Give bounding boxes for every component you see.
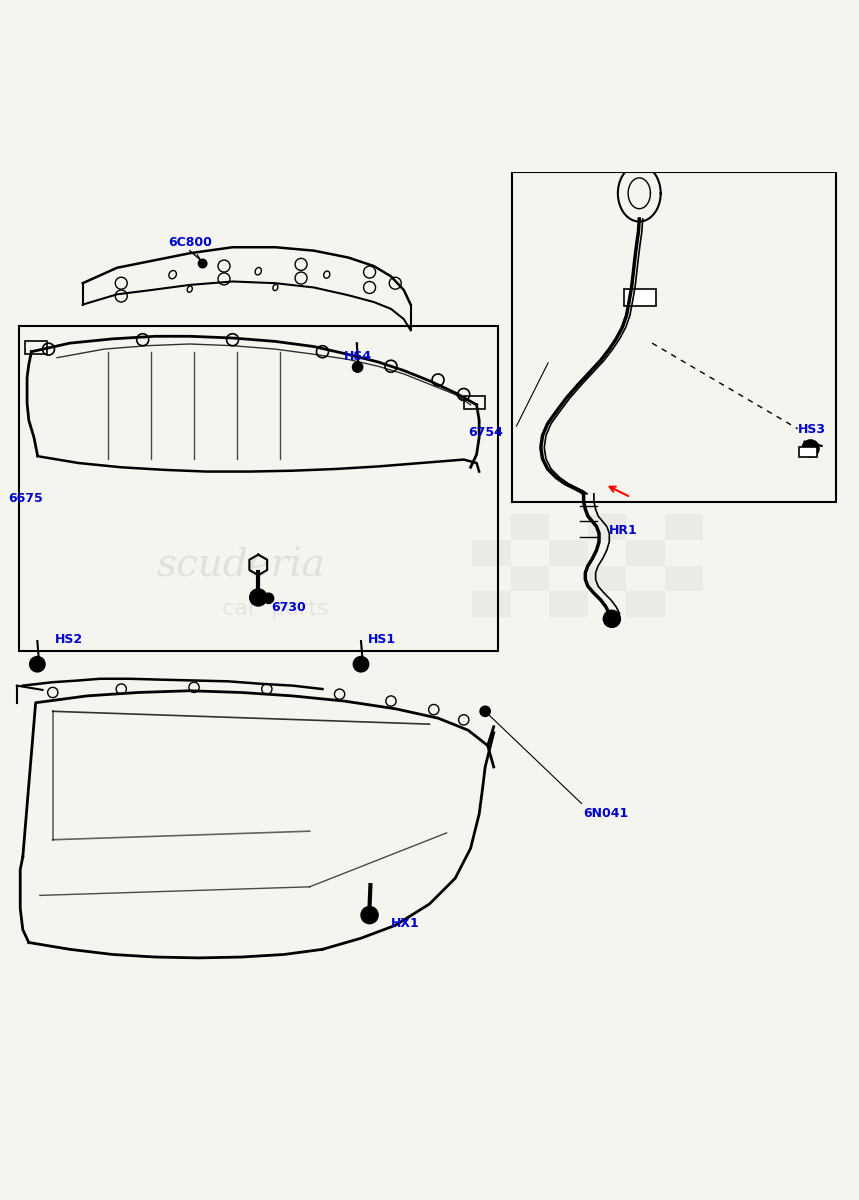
- Bar: [26, 342, 46, 354]
- Bar: [550, 592, 588, 617]
- Text: 6N041: 6N041: [583, 806, 629, 820]
- Circle shape: [802, 440, 819, 457]
- Bar: [512, 172, 836, 502]
- Bar: [665, 565, 704, 592]
- Text: HS4: HS4: [344, 343, 372, 364]
- Text: scuderia: scuderia: [156, 547, 326, 584]
- Bar: [464, 396, 485, 409]
- Text: HS1: HS1: [368, 632, 396, 646]
- Circle shape: [480, 706, 490, 716]
- Bar: [588, 515, 626, 540]
- Bar: [624, 289, 656, 306]
- Bar: [550, 540, 588, 565]
- Text: 6730: 6730: [271, 601, 306, 614]
- Bar: [800, 446, 817, 457]
- Circle shape: [353, 656, 369, 672]
- Bar: [665, 515, 704, 540]
- Text: 6675: 6675: [9, 492, 43, 504]
- Bar: [588, 565, 626, 592]
- Text: 6C800: 6C800: [168, 236, 212, 262]
- Circle shape: [198, 259, 207, 268]
- Text: HS2: HS2: [54, 632, 82, 646]
- Text: HX1: HX1: [391, 917, 420, 930]
- Circle shape: [361, 906, 378, 924]
- Bar: [472, 592, 511, 617]
- Circle shape: [250, 589, 267, 606]
- Bar: [626, 592, 665, 617]
- Bar: [19, 326, 498, 652]
- Circle shape: [352, 362, 362, 372]
- Text: HS3: HS3: [798, 424, 825, 436]
- Bar: [511, 565, 550, 592]
- Text: HR1: HR1: [609, 524, 638, 538]
- Text: 6754: 6754: [468, 426, 503, 439]
- Circle shape: [30, 656, 45, 672]
- Bar: [472, 540, 511, 565]
- Circle shape: [264, 593, 274, 604]
- Bar: [511, 515, 550, 540]
- Circle shape: [603, 611, 620, 628]
- Text: car  parts: car parts: [222, 599, 329, 618]
- Bar: [626, 540, 665, 565]
